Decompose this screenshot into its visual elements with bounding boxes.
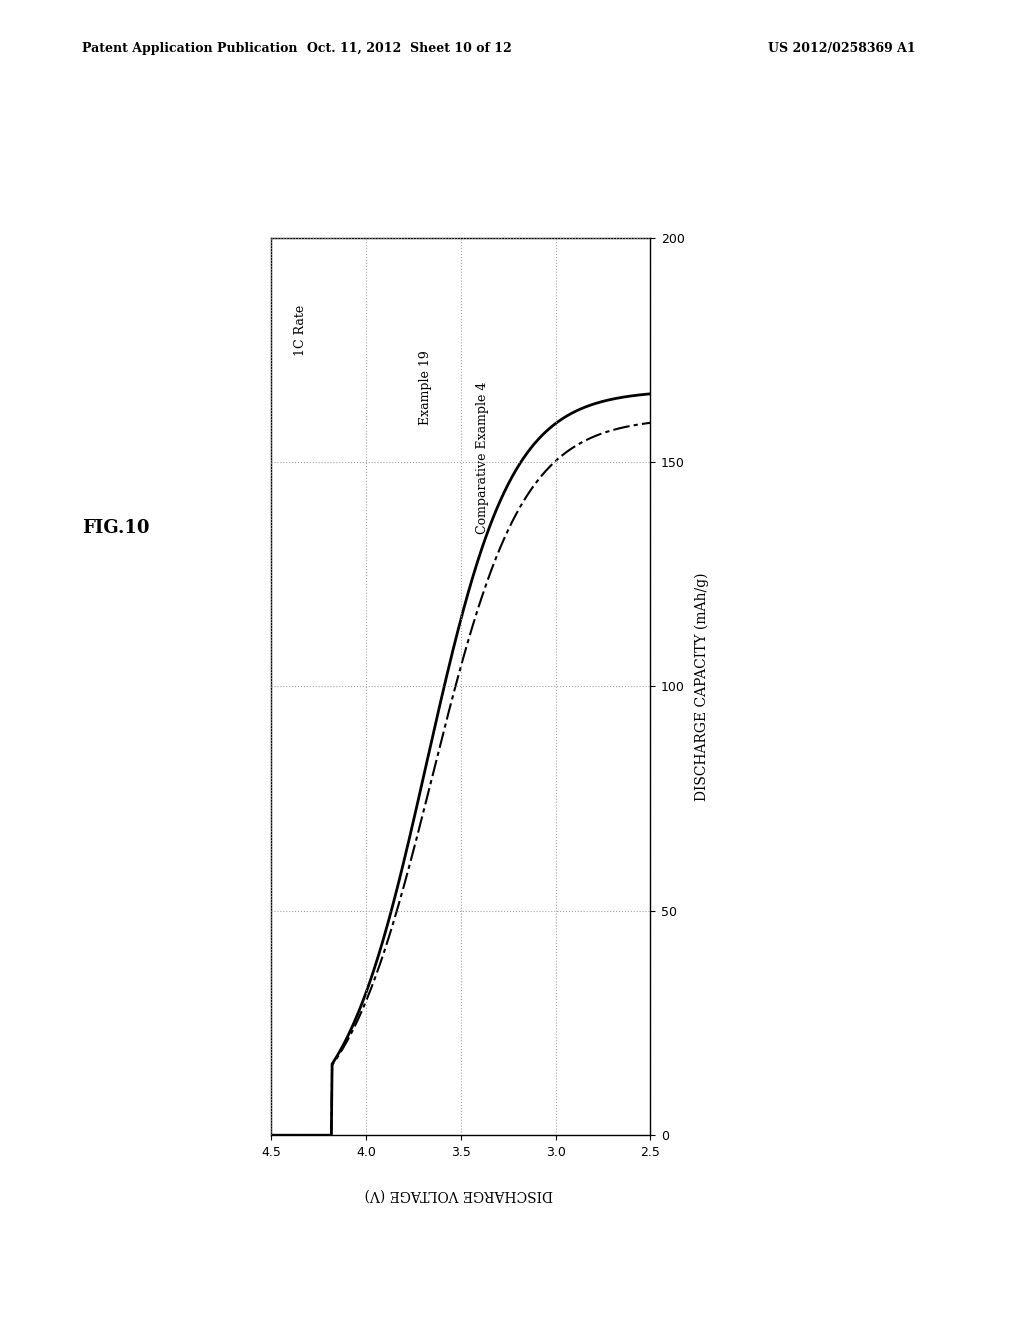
Text: US 2012/0258369 A1: US 2012/0258369 A1 — [768, 42, 915, 55]
Text: DISCHARGE VOLTAGE (V): DISCHARGE VOLTAGE (V) — [365, 1188, 553, 1201]
Text: Patent Application Publication: Patent Application Publication — [82, 42, 297, 55]
Text: 1C Rate: 1C Rate — [294, 305, 307, 356]
Text: Oct. 11, 2012  Sheet 10 of 12: Oct. 11, 2012 Sheet 10 of 12 — [307, 42, 512, 55]
Text: FIG.10: FIG.10 — [82, 519, 150, 537]
Text: Comparative Example 4: Comparative Example 4 — [476, 381, 488, 533]
Text: Example 19: Example 19 — [419, 350, 432, 425]
Text: DISCHARGE CAPACITY (mAh/g): DISCHARGE CAPACITY (mAh/g) — [694, 572, 709, 801]
